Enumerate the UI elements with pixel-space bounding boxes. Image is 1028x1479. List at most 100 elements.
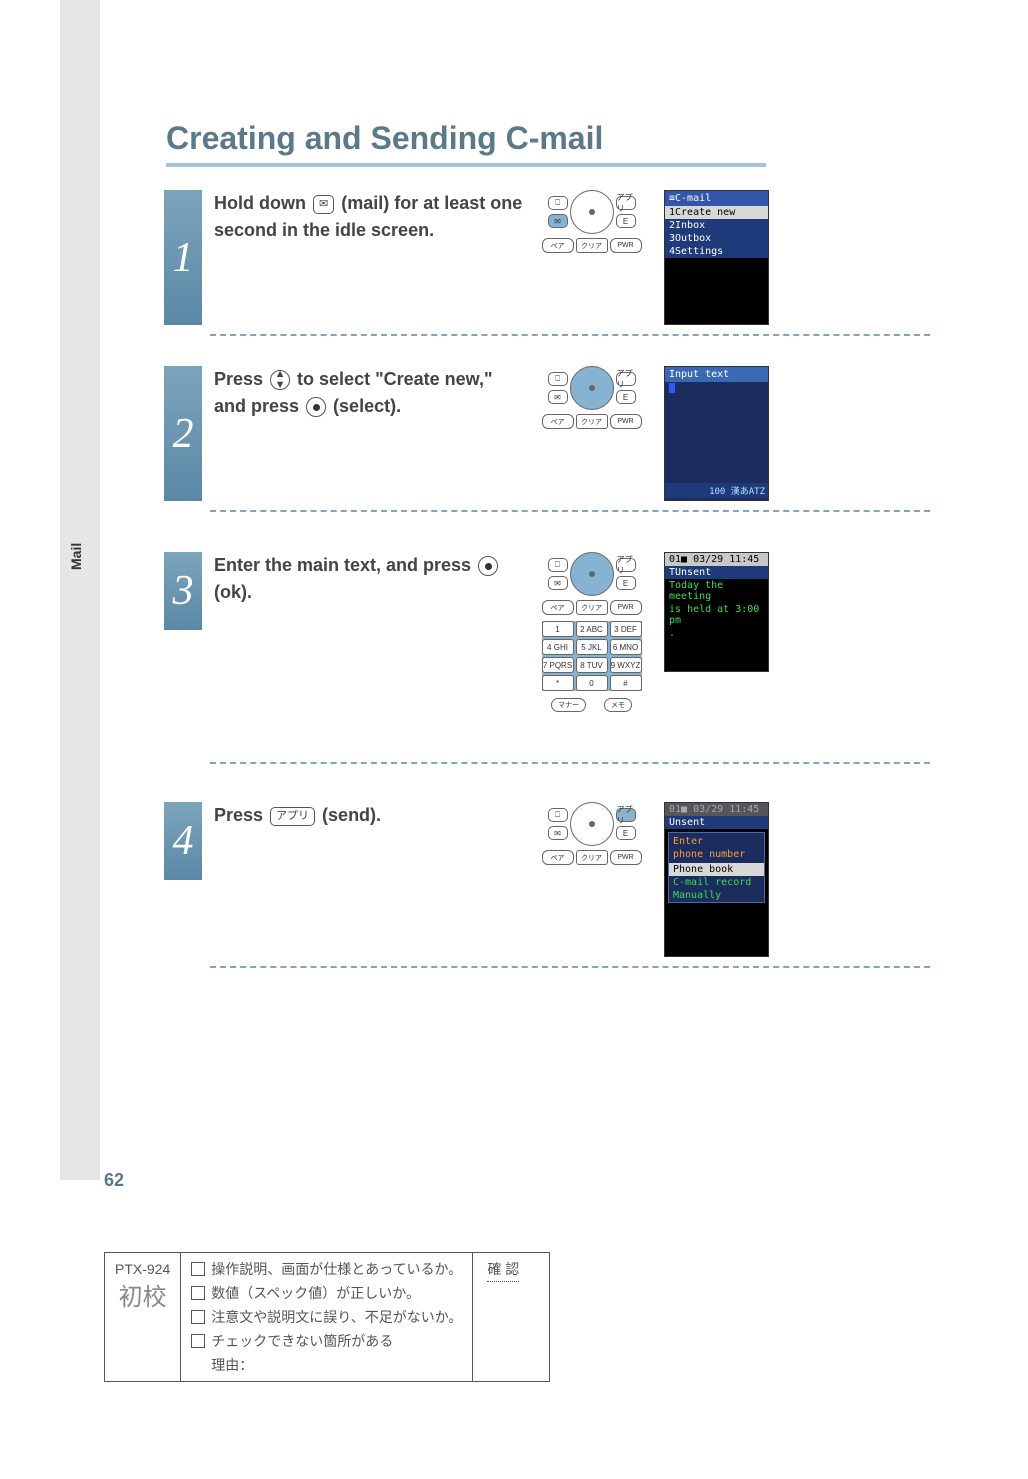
screen-line: 1Create new — [665, 206, 768, 219]
softkey-tr: アプリ — [616, 372, 636, 386]
confirm-label: 確 認 — [487, 1259, 519, 1282]
screen-line: 4Settings — [665, 245, 768, 258]
dpad-icon — [570, 552, 614, 596]
numkey: * — [542, 675, 574, 691]
screen-cursor-line — [665, 382, 768, 397]
step-number: 2 — [173, 410, 194, 458]
mail-icon: ✉ — [313, 195, 334, 214]
screen-line: Enter — [669, 835, 764, 848]
separator — [210, 966, 930, 968]
check-item: チェックできない箇所がある — [191, 1331, 462, 1351]
bottom-key-pwr: PWR — [610, 414, 642, 429]
softkey-bl: ✉ — [548, 576, 568, 590]
check-item: 注意文や説明文に誤り、不足がないか。 — [191, 1307, 462, 1327]
screen-header: ≡C-mail — [665, 191, 768, 206]
softkey-tl: ⎕ — [548, 196, 568, 210]
bottom-key-clear: クリア — [576, 600, 608, 615]
separator — [210, 334, 930, 336]
memo-key: メモ — [604, 698, 632, 712]
phone-screen-2: Input text 100 漢あATZ — [664, 366, 769, 501]
bottom-key-clear: クリア — [576, 850, 608, 865]
step-number: 3 — [173, 567, 194, 615]
step-3: 3 Enter the main text, and press (ok). ⎕… — [164, 552, 934, 752]
page-number: 62 — [104, 1170, 124, 1191]
screen-topbar: 01■ 03/29 11:45 — [665, 553, 768, 566]
dpad-icon — [570, 366, 614, 410]
screen-line: Phone book — [669, 863, 764, 876]
softkey-tr-app: アプリ — [616, 808, 636, 822]
bottom-key-left: ペア — [542, 850, 574, 865]
separator — [210, 510, 930, 512]
step-text: Press アプリ (send). — [214, 802, 524, 829]
screen-line: C-mail record — [669, 876, 764, 889]
step-number-box: 4 — [164, 802, 202, 880]
step-text: Press ▲▼ to select "Create new," and pre… — [214, 366, 524, 420]
step-number: 1 — [173, 234, 194, 282]
step-1: 1 Hold down ✉ (mail) for at least one se… — [164, 190, 934, 325]
keypad-diagram: ⎕ ✉ アプリ E ペア クリア PWR — [534, 366, 649, 429]
numkey: 4 GHI — [542, 639, 574, 655]
numkey: 2 ABC — [576, 621, 608, 637]
bottom-key-clear: クリア — [576, 414, 608, 429]
screen-topbar: 01■ 03/29 11:45 — [665, 803, 768, 816]
proof-confirm: 確 認 — [473, 1253, 549, 1381]
sidebar-strip — [60, 0, 100, 1180]
bottom-key-left: ペア — [542, 238, 574, 253]
softkey-br: E — [616, 576, 636, 590]
screen-line: . — [665, 627, 768, 640]
softkey-tr: アプリ — [616, 558, 636, 572]
checkbox-icon — [191, 1334, 205, 1348]
checkbox-icon — [191, 1262, 205, 1276]
softkey-tl: ⎕ — [548, 372, 568, 386]
numkey: 8 TUV — [576, 657, 608, 673]
center-dot-icon — [306, 397, 326, 417]
phone-screen-4: 01■ 03/29 11:45 Unsent Enter phone numbe… — [664, 802, 769, 957]
bottom-key-left: ペア — [542, 600, 574, 615]
phone-screen-3: 01■ 03/29 11:45 TUnsent Today the meetin… — [664, 552, 769, 672]
screen-line: 3Outbox — [665, 232, 768, 245]
step-number-box: 2 — [164, 366, 202, 501]
numkey: 6 MNO — [610, 639, 642, 655]
numkey: 9 WXYZ — [610, 657, 642, 673]
numpad: 1 2 ABC 3 DEF 4 GHI 5 JKL 6 MNO 7 PQRS 8… — [542, 621, 642, 691]
screen-footer: 100 漢あATZ — [665, 483, 768, 498]
softkey-br: E — [616, 390, 636, 404]
softkey-br: E — [616, 826, 636, 840]
bottom-key-pwr: PWR — [610, 850, 642, 865]
numkey: # — [610, 675, 642, 691]
screen-line: phone number — [669, 848, 764, 861]
numkey: 7 PQRS — [542, 657, 574, 673]
screen-line: is held at 3:00 pm — [665, 603, 768, 627]
step-number-box: 3 — [164, 552, 202, 630]
numkey: 5 JKL — [576, 639, 608, 655]
bottom-key-clear: クリア — [576, 238, 608, 253]
keypad-diagram: ⎕ ✉ アプリ E ペア クリア PWR — [534, 190, 649, 253]
checkbox-icon — [191, 1286, 205, 1300]
step-text: Hold down ✉ (mail) for at least one seco… — [214, 190, 524, 244]
proof-box: PTX-924 初校 操作説明、画面が仕様とあっているか。 数値（スペック値）が… — [104, 1252, 550, 1382]
bottom-key-left: ペア — [542, 414, 574, 429]
keypad-diagram: ⎕ ✉ アプリ E ペア クリア PWR — [534, 802, 649, 865]
dpad-icon — [570, 802, 614, 846]
app-icon: アプリ — [270, 807, 315, 826]
softkey-bl-mail: ✉ — [548, 214, 568, 228]
softkey-tl: ⎕ — [548, 808, 568, 822]
keypad-diagram-full: ⎕ ✉ アプリ E ペア クリア PWR 1 2 ABC 3 DEF 4 GHI… — [534, 552, 649, 712]
dpad-icon — [570, 190, 614, 234]
screen-menu-header: Unsent — [665, 816, 768, 829]
softkey-bl: ✉ — [548, 826, 568, 840]
softkey-br: E — [616, 214, 636, 228]
step-text: Enter the main text, and press (ok). — [214, 552, 524, 606]
separator — [210, 762, 930, 764]
softkey-tl: ⎕ — [548, 558, 568, 572]
updown-icon: ▲▼ — [270, 370, 290, 390]
manner-key: マナー — [551, 698, 586, 712]
check-item: 数値（スペック値）が正しいか。 — [191, 1283, 462, 1303]
bottom-key-pwr: PWR — [610, 238, 642, 253]
page-title: Creating and Sending C-mail — [166, 120, 766, 167]
proof-stage: 初校 — [115, 1277, 170, 1312]
numkey: 3 DEF — [610, 621, 642, 637]
center-dot-icon — [478, 556, 498, 576]
checkbox-icon — [191, 1310, 205, 1324]
screen-line: Today the meeting — [665, 579, 768, 603]
